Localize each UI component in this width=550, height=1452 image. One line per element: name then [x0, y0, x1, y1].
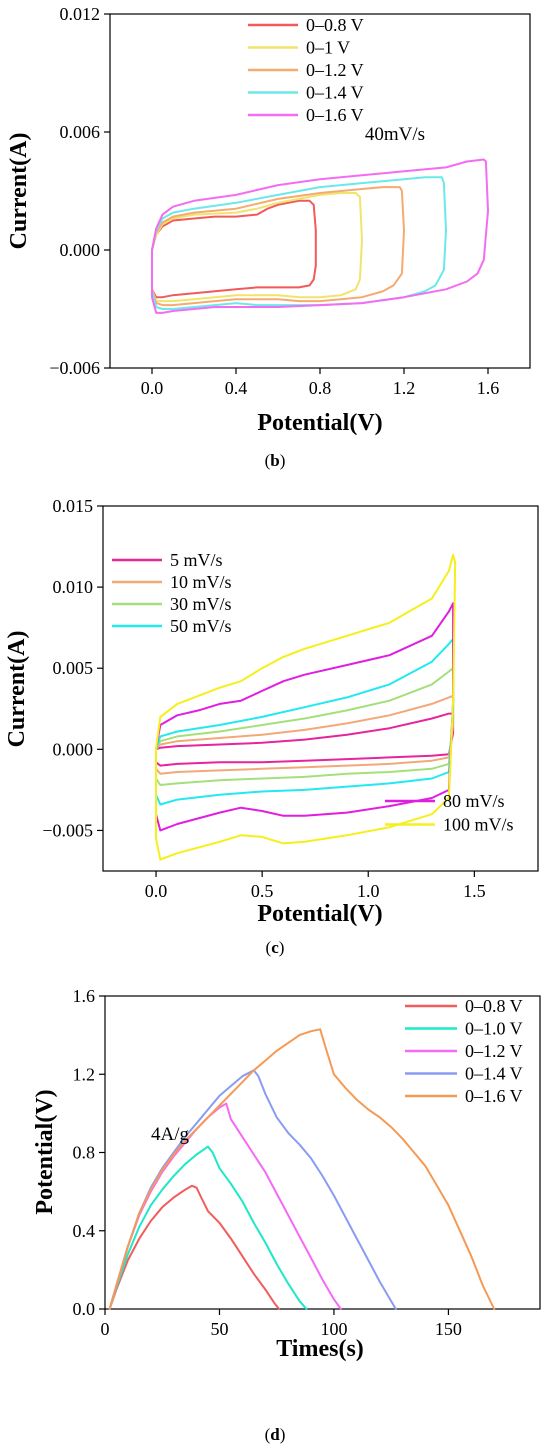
- panel-caption: (c): [266, 938, 285, 957]
- y-tick-label: −0.006: [49, 358, 100, 378]
- series-line-5: [151, 158, 489, 314]
- x-tick-label: 100: [320, 1319, 347, 1339]
- x-tick-label: 0.4: [225, 378, 248, 398]
- x-axis-label: Potential(V): [257, 410, 382, 436]
- series-line-3: [108, 1102, 342, 1310]
- legend-label: 10 mV/s: [170, 572, 232, 592]
- series-line-2: [151, 192, 363, 303]
- legend-label: 0–1.4 V: [306, 83, 364, 103]
- series-group: [155, 553, 457, 861]
- series-line-6: [155, 553, 457, 861]
- x-tick-label: 1.0: [357, 881, 380, 901]
- x-tick-label: 50: [210, 1319, 228, 1339]
- y-tick-label: 0.006: [60, 122, 101, 142]
- x-tick-label: 0.8: [309, 378, 332, 398]
- legend-label: 0–1.6 V: [306, 105, 364, 125]
- panel-caption: (d): [265, 1425, 286, 1444]
- y-tick-label: 0.0: [73, 1299, 96, 1319]
- x-axis-label: Potential(V): [257, 901, 382, 927]
- legend-label: 0–1.0 V: [465, 1019, 523, 1039]
- legend: 0–0.8 V 0–1.0 V0–1.2 V 0–1.4 V0–1.6 V: [405, 996, 523, 1106]
- y-tick-label: 1.6: [73, 986, 96, 1006]
- series-line-1: [151, 199, 317, 299]
- axis-ticks: 0.0 0.4 0.8 1.2 1.6 −0.006 0.000 0.006 0.012: [49, 4, 499, 398]
- axis-ticks: 0 50 100 150 0.0 0.4 0.8 1.2 1.6: [73, 986, 462, 1339]
- y-tick-label: 0.000: [60, 240, 101, 260]
- y-tick-label: −0.005: [42, 820, 93, 840]
- y-tick-label: 0.000: [53, 739, 94, 759]
- x-axis-label: Times(s): [276, 1336, 364, 1362]
- legend-label: 0–1.4 V: [465, 1064, 523, 1084]
- x-tick-label: 1.5: [463, 881, 486, 901]
- series-line-4: [151, 176, 447, 310]
- legend: 5 mV/s10 mV/s30 mV/s50 mV/s 80 mV/s 100 mV…: [112, 550, 514, 835]
- series-line-2: [108, 1145, 308, 1310]
- series-group: [108, 1028, 496, 1310]
- y-tick-label: 0.012: [60, 4, 101, 24]
- legend-label: 0–1.2 V: [306, 60, 364, 80]
- legend-label: 0–1 V: [306, 38, 350, 58]
- y-tick-label: 0.010: [53, 577, 94, 597]
- series-line-1: [108, 1184, 280, 1310]
- series-line-4: [155, 638, 455, 806]
- legend-label: 0–0.8 V: [306, 15, 364, 35]
- legend: 0–0.8 V 0–1 V0–1.2 V 0–1.4 V0–1.6 V: [248, 15, 364, 125]
- legend-label: 30 mV/s: [170, 594, 232, 614]
- x-tick-label: 1.6: [477, 378, 500, 398]
- x-tick-label: 150: [435, 1319, 462, 1339]
- series-line-1: [155, 712, 455, 767]
- x-tick-label: 0.0: [141, 378, 164, 398]
- y-axis-label: Current(A): [4, 631, 30, 748]
- x-tick-label: 0.0: [145, 881, 168, 901]
- y-tick-label: 0.015: [53, 496, 94, 516]
- y-axis-label: Current(A): [6, 133, 32, 250]
- y-tick-label: 0.4: [73, 1221, 96, 1241]
- x-tick-label: 1.2: [393, 378, 416, 398]
- cv-voltage-window-chart: 0.0 0.4 0.8 1.2 1.6 −0.006 0.000 0.006 0.012 0–0…: [6, 4, 531, 470]
- legend-label: 5 mV/s: [170, 550, 223, 570]
- legend-label: 0–1.2 V: [465, 1041, 523, 1061]
- current-density-annotation: 4A/g: [151, 1124, 190, 1145]
- series-line-5: [108, 1028, 496, 1310]
- legend-label: 80 mV/s: [443, 791, 505, 811]
- panel-caption: (b): [265, 451, 286, 470]
- x-tick-label: 0: [101, 1319, 110, 1339]
- y-axis-label: Potential(V): [32, 1089, 58, 1214]
- y-tick-label: 0.8: [73, 1143, 96, 1163]
- legend-label: 50 mV/s: [170, 616, 232, 636]
- legend-label: 100 mV/s: [443, 815, 514, 835]
- cv-scan-rate-chart: 0.0 0.5 1.0 1.5 −0.005 0.000 0.005 0.010 0.015 5…: [4, 496, 539, 957]
- x-tick-label: 0.5: [251, 881, 274, 901]
- legend-label: 0–1.6 V: [465, 1086, 523, 1106]
- legend-label: 0–0.8 V: [465, 996, 523, 1016]
- axis-ticks: 0.0 0.5 1.0 1.5 −0.005 0.000 0.005 0.010 0.015: [42, 496, 485, 901]
- series-group: [151, 158, 489, 314]
- y-tick-label: 0.005: [53, 658, 94, 678]
- scan-rate-annotation: 40mV/s: [365, 124, 425, 145]
- plot-frame: [102, 505, 539, 872]
- y-tick-label: 1.2: [73, 1064, 96, 1084]
- series-line-3: [151, 186, 405, 307]
